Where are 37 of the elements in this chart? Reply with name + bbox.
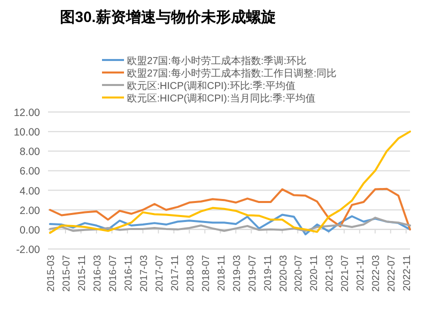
x-tick-label: 2015-07 [61,254,72,292]
y-tick-label: 2.00 [20,204,40,217]
legend-label: 欧盟27国:每小时劳工成本指数:季调:环比 [127,55,306,67]
legend-label: 欧元区:HICP(调和CPI):当月同比:季:平均值 [127,92,316,104]
x-tick-label: 2022-11 [402,254,414,291]
chart-title: 图30.薪资增速与物价未形成螺旋 [60,9,276,26]
legend-label: 欧盟27国:每小时劳工成本指数:工作日调整:同比 [127,68,336,80]
x-tick-label: 2020-07 [294,254,305,292]
x-tick-label: 2021-03 [324,254,336,292]
y-tick-label: -2.00 [16,244,40,256]
x-tick-label: 2018-03 [185,254,196,292]
legend-label: 欧元区:HICP(调和CPI):环比:季:平均值 [127,80,296,92]
x-tick-label: 2019-07 [247,254,258,292]
x-tick-label: 2017-07 [154,254,166,292]
y-tick-label: 6.00 [20,166,40,178]
y-tick-label: 10.00 [14,126,40,139]
x-tick-label: 2018-07 [200,254,212,292]
x-tick-label: 2021-11 [356,254,367,291]
x-tick-label: 2022-03 [371,254,382,292]
x-tick-label: 2017-03 [138,254,150,292]
y-tick-label: 8.00 [20,146,40,158]
x-tick-label: 2022-07 [386,254,398,292]
x-tick-label: 2016-07 [108,254,119,292]
x-tick-label: 2021-07 [340,254,352,292]
x-tick-label: 2017-11 [170,254,181,291]
x-tick-label: 2019-11 [262,254,274,291]
x-tick-label: 2016-11 [123,254,134,291]
x-tick-label: 2019-03 [232,254,243,292]
y-tick-label: 0.00 [20,224,40,236]
y-tick-label: 12.00 [14,107,40,119]
y-tick-label: 4.00 [20,185,40,198]
x-tick-label: 2020-11 [309,254,320,291]
x-tick-label: 2015-11 [76,254,88,291]
x-tick-label: 2016-03 [92,254,104,292]
x-tick-label: 2020-03 [278,254,290,292]
x-tick-label: 2018-11 [216,254,228,291]
x-tick-label: 2015-03 [46,254,57,292]
